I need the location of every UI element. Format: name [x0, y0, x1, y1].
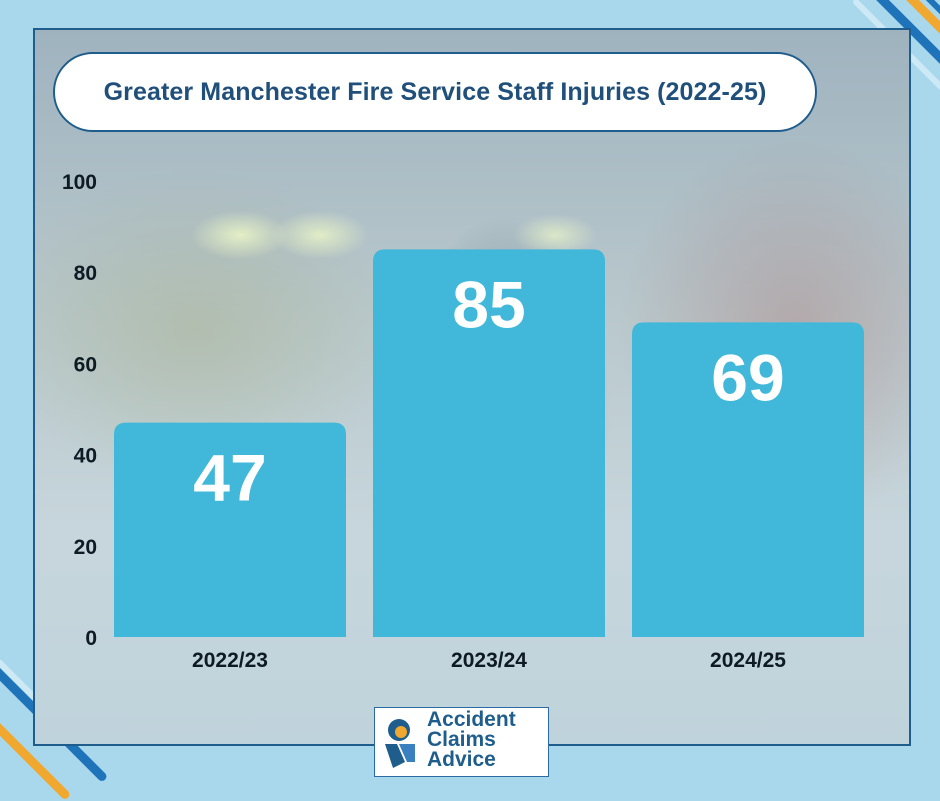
logo-line-2: Claims — [427, 728, 496, 751]
y-tick-label: 60 — [74, 353, 97, 376]
logo-line-1: Accident — [427, 708, 516, 731]
bars — [114, 249, 864, 637]
bar-2023-24 — [373, 249, 605, 637]
title-box: Greater Manchester Fire Service Staff In… — [53, 52, 817, 132]
y-tick-label: 40 — [74, 445, 97, 468]
x-tick-label: 2023/24 — [451, 649, 527, 672]
logo-wordmark: Accident Claims Advice — [427, 708, 547, 771]
accident-claims-advice-logo-icon — [385, 719, 415, 768]
y-tick-label: 80 — [74, 262, 97, 285]
bar-2022-23 — [114, 422, 346, 637]
bar-2024-25 — [632, 322, 864, 637]
logo-line-3: Advice — [427, 748, 496, 771]
y-axis-ticks: 0 20 40 60 80 100 — [62, 171, 97, 650]
bar-value-label: 69 — [711, 340, 784, 414]
x-axis-ticks: 2022/23 2023/24 2024/25 — [192, 649, 786, 672]
x-tick-label: 2022/23 — [192, 649, 268, 672]
brand-logo: Accident Claims Advice — [374, 707, 549, 777]
x-tick-label: 2024/25 — [710, 649, 786, 672]
y-tick-label: 0 — [85, 627, 97, 650]
y-tick-label: 100 — [62, 171, 97, 194]
y-tick-label: 20 — [74, 536, 97, 559]
bar-value-label: 47 — [193, 441, 266, 515]
chart-title: Greater Manchester Fire Service Staff In… — [103, 77, 767, 106]
bar-value-label: 85 — [452, 267, 525, 341]
value-labels: 47 85 69 — [193, 267, 784, 514]
